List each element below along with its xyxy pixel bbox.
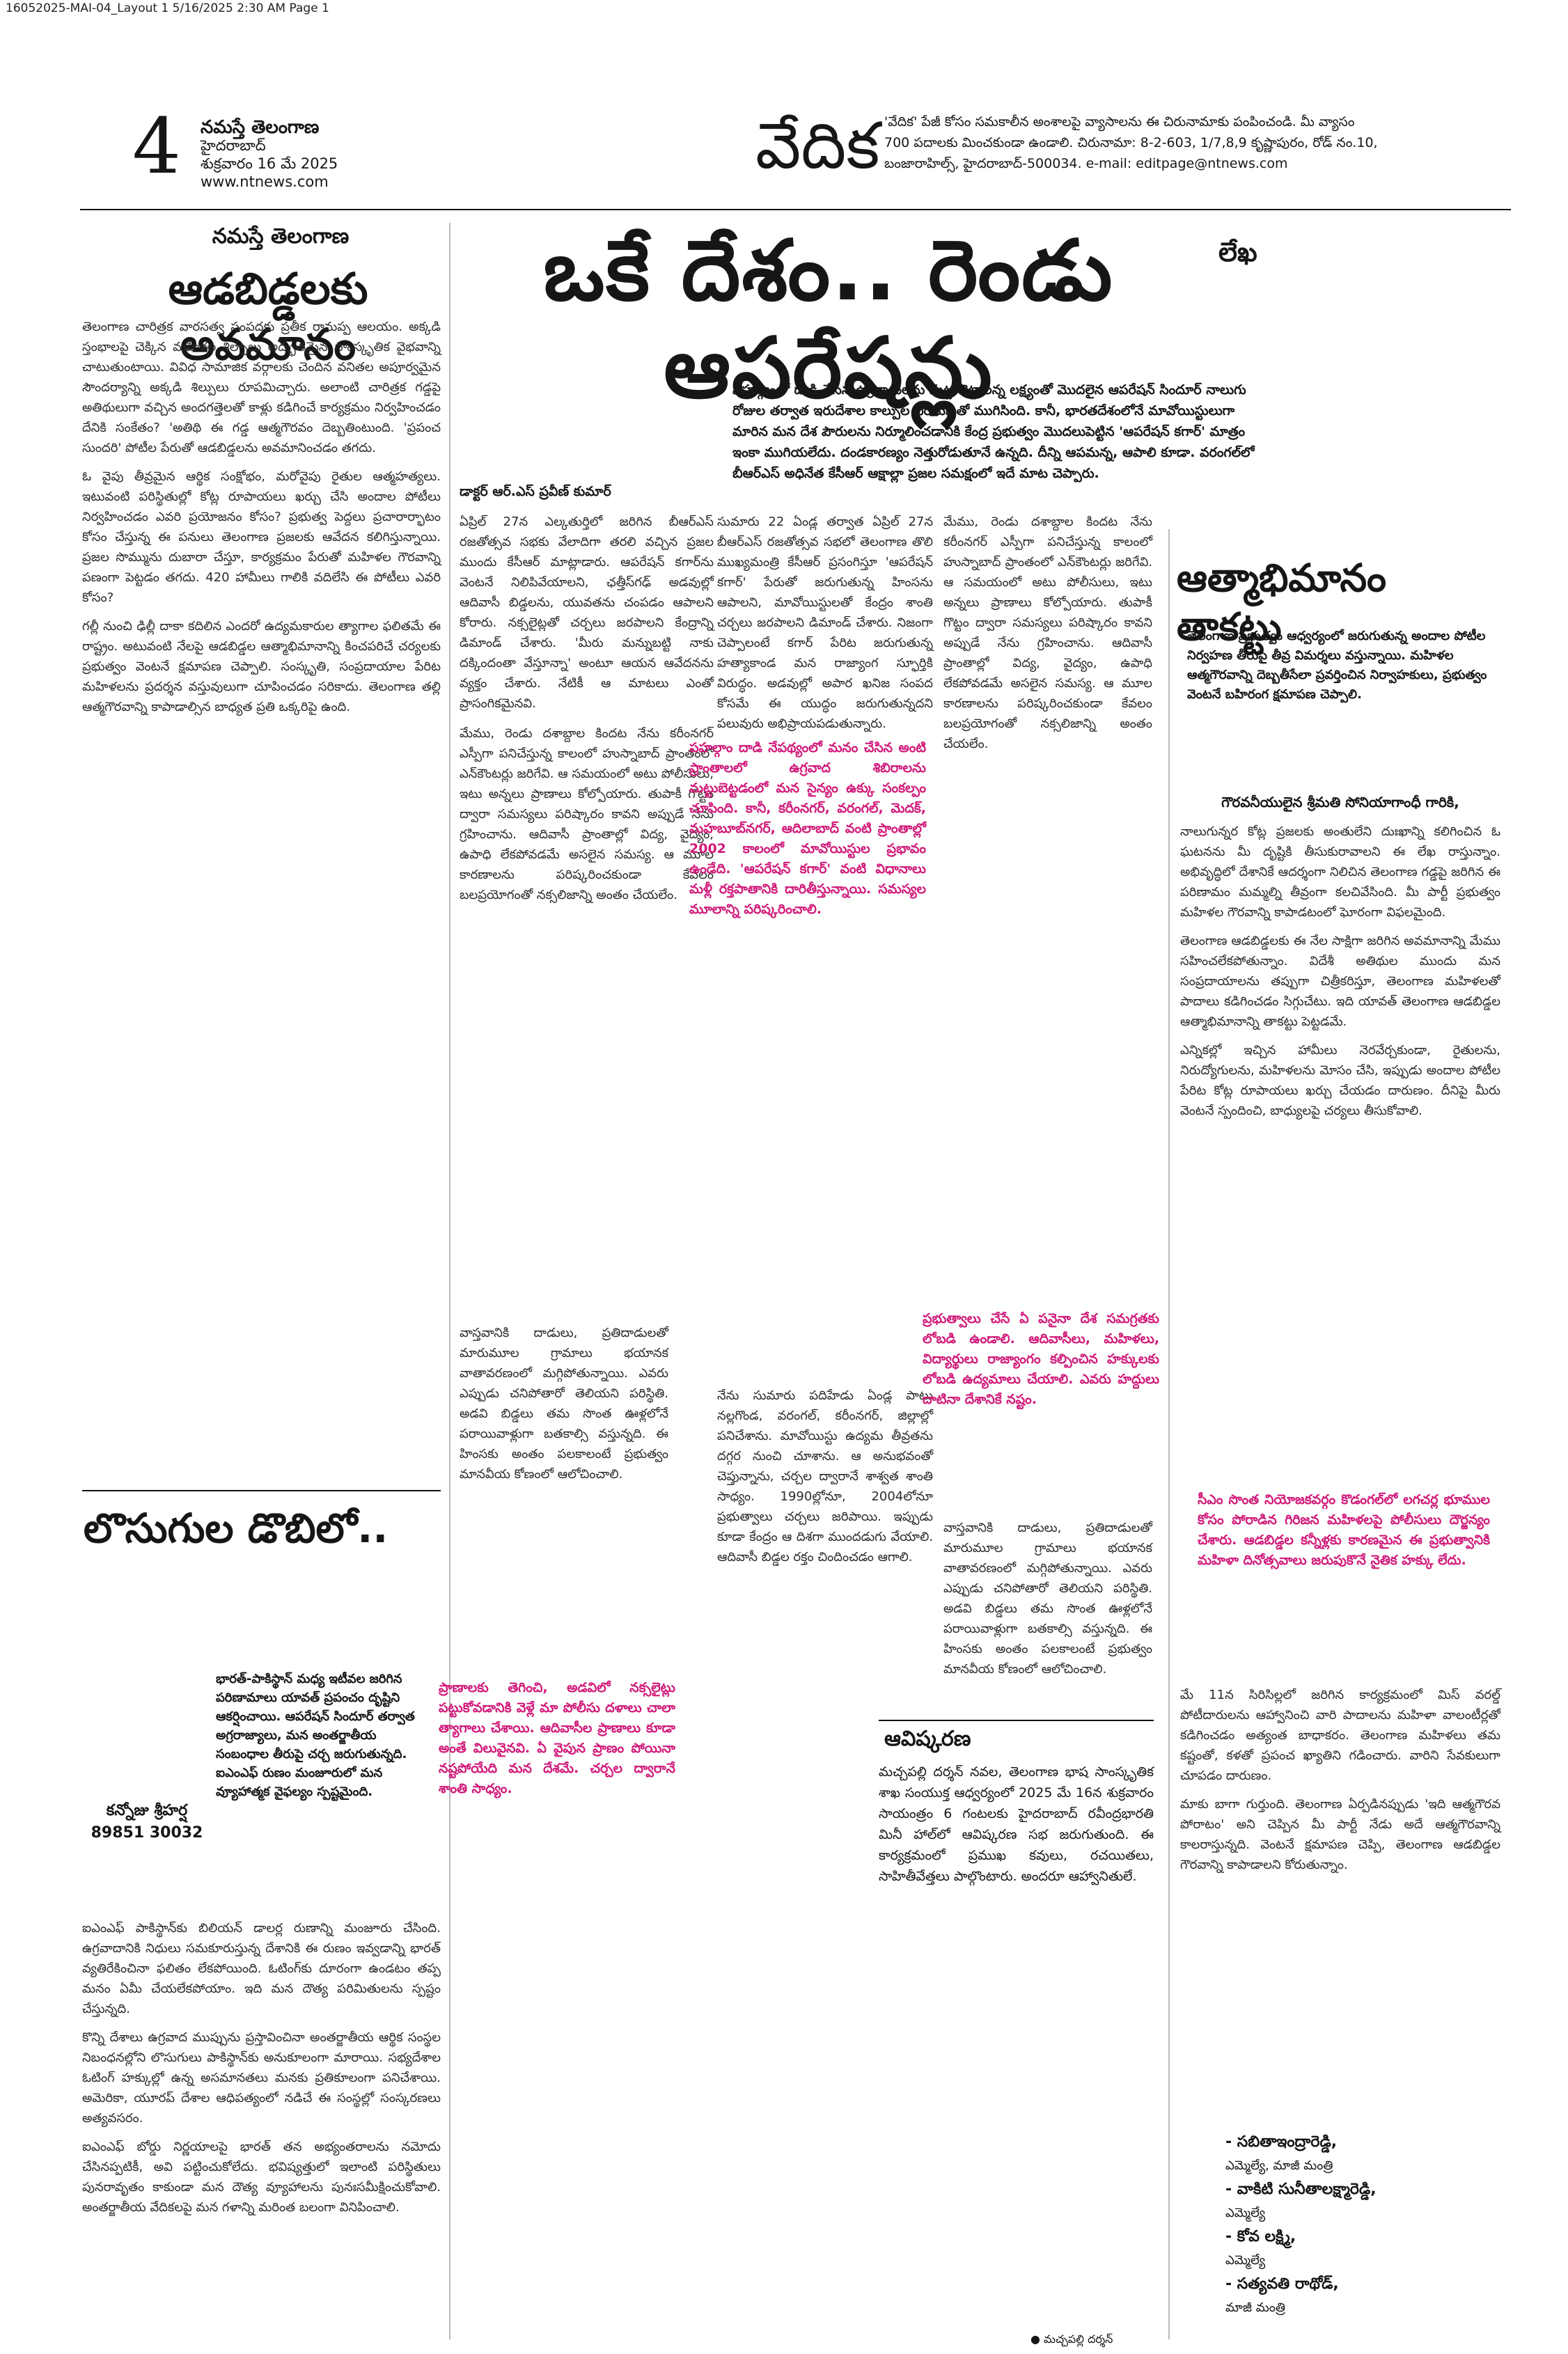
masthead-info: నమస్తే తెలంగాణ హైదరాబాద్ శుక్రవారం 16 మే… bbox=[201, 118, 338, 191]
main-paragraph: నేను సుమారు పదిహేడు ఏండ్ల పాటు నల్లగొండ,… bbox=[717, 1388, 933, 1564]
avishkarana-credit: ● మచ్చపల్లి దర్శన్ bbox=[1030, 2332, 1113, 2346]
signatory: - వాకిటి సునీతాలక్ష్మారెడ్డి, ఎమ్మెల్యే bbox=[1225, 2178, 1504, 2225]
avishkarana-rule bbox=[879, 1720, 1154, 1721]
author-phone: 89851 30032 bbox=[91, 1824, 203, 1842]
section-title: వేదిక bbox=[755, 109, 880, 183]
main-headline: ఒకే దేశం.. రెండు ఆపరేషన్లు bbox=[543, 223, 1114, 417]
article4-author: కన్నోజు శ్రీహర్ష 89851 30032 bbox=[81, 1800, 213, 1844]
article3-paragraph: మే 11న సిరిసిల్లలో జరిగిన కార్యక్రమంలో మ… bbox=[1180, 1688, 1500, 1783]
article1-paragraph: గల్లీ నుంచి ఢిల్లీ దాకా కదిలిన ఎందరో ఉద్… bbox=[82, 619, 441, 714]
signatory-name: - సబితాఇంద్రారెడ్డి, bbox=[1225, 2133, 1338, 2151]
main-byline: డాక్టర్ ఆర్.ఎస్ ప్రవీణ్ కుమార్ bbox=[460, 484, 611, 499]
article1-paragraph: ఓ వైపు తీవ్రమైన ఆర్థిక సంక్షోభం, మరోవైపు… bbox=[82, 469, 441, 605]
article1-headline: ఆడబిడ్డలకు అవమానం bbox=[168, 263, 368, 370]
signatory-title: మాజీ మంత్రి bbox=[1225, 2300, 1285, 2315]
avishkarana-title: ఆవిష్కరణ bbox=[884, 1727, 971, 1751]
column-tag: లేఖ bbox=[1218, 237, 1257, 267]
main-paragraph: వాస్తవానికి దాడులు, ప్రతిదాడులతో మారుమూల… bbox=[460, 1326, 668, 1482]
page-number: 4 bbox=[132, 102, 181, 191]
article1-body: తెలంగాణ చారిత్రక వారసత్వ సంపదకు ప్రతీక ర… bbox=[82, 317, 441, 717]
main-column-2: సుమారు 22 ఏండ్ల తర్వాత ఏప్రిల్ 27న బీఆర్… bbox=[717, 512, 933, 744]
article3-headline: ఆత్మాభిమానం తాకట్టు bbox=[1177, 556, 1387, 649]
main-paragraph: మేము, రెండు దశాబ్దాల కిందట నేను కరీంనగర్… bbox=[460, 726, 714, 902]
article4-paragraph: ఐఎంఎఫ్ బోర్డు నిర్ణయాలపై భారత్ తన అభ్యంత… bbox=[82, 2140, 441, 2215]
signatory: - సబితాఇంద్రారెడ్డి, ఎమ్మెల్యే, మాజీ మంత్… bbox=[1225, 2131, 1504, 2178]
signatory: - సత్యవతి రాథోడ్, మాజీ మంత్రి bbox=[1225, 2273, 1504, 2320]
main-paragraph: సుమారు 22 ఏండ్ల తర్వాత ఏప్రిల్ 27న బీఆర్… bbox=[717, 515, 933, 731]
article3-paragraph: తెలంగాణ ఆడబిడ్డలకు ఈ నేల సాక్షిగా జరిగిన… bbox=[1180, 934, 1500, 1029]
main-dek: పహల్గాంలో దాడి చేసిన ఉగ్రవాదులను మట్టుబె… bbox=[732, 382, 1255, 481]
signatory: - కోవ లక్ష్మి, ఎమ్మెల్యే bbox=[1225, 2225, 1504, 2273]
column-rule bbox=[1168, 529, 1170, 2339]
masthead-rule bbox=[80, 209, 1511, 210]
submission-notice: 'వేదిక' పేజీ కోసం సమకాలీన అంశాలపై వ్యాసా… bbox=[884, 111, 1511, 174]
column-rule bbox=[449, 223, 450, 2339]
main-column-2b: నేను సుమారు పదిహేడు ఏండ్ల పాటు నల్లగొండ,… bbox=[717, 1386, 933, 1567]
main-column-3: మేము, రెండు దశాబ్దాల కిందట నేను కరీంనగర్… bbox=[943, 512, 1152, 754]
signatory-name: - సత్యవతి రాథోడ్, bbox=[1225, 2275, 1339, 2293]
pull-quote-2: ప్రాణాలకు తెగించి, అడవిలో నక్సలైట్లు పట్… bbox=[439, 1680, 675, 1796]
article3-body: నాలుగున్నర కోట్ల ప్రజలకు అంతులేని దుఃఖాన… bbox=[1180, 822, 1500, 1129]
main-column-1b: వాస్తవానికి దాడులు, ప్రతిదాడులతో మారుమూల… bbox=[460, 1323, 668, 1484]
article3-dek: తెలంగాణ ప్రభుత్వం ఆధ్వర్యంలో జరుగుతున్న … bbox=[1187, 629, 1487, 702]
signatory-title: ఎమ్మెల్యే bbox=[1225, 2206, 1266, 2220]
article3-paragraph: ఎన్నికల్లో ఇచ్చిన హామీలు నెరవేర్చకుండా, … bbox=[1180, 1043, 1500, 1118]
avishkarana-text: మచ్చపల్లి దర్శన్ నవల, తెలంగాణ భాష సాంస్క… bbox=[879, 1764, 1154, 1884]
article3-pull-quote: సీఎం సొంత నియోజకవర్గం కొడంగల్‌లో లగచర్ల … bbox=[1198, 1492, 1490, 1568]
pull-quote-3: ప్రభుత్వాలు చేసే ఏ పనైనా దేశ సమగ్రతకు లో… bbox=[923, 1311, 1159, 1407]
notice-line: బంజారాహిల్స్, హైదరాబాద్-500034. e-mail: … bbox=[884, 156, 1288, 171]
paper-name: నమస్తే తెలంగాణ bbox=[201, 117, 320, 138]
article4-paragraph: కొన్ని దేశాలు ఉగ్రవాద ముప్పును ప్రస్తావి… bbox=[82, 2030, 441, 2126]
city: హైదరాబాద్ bbox=[201, 137, 266, 154]
article1-kicker: నమస్తే తెలంగాణ bbox=[212, 224, 350, 249]
date: శుక్రవారం 16 మే 2025 bbox=[201, 155, 338, 172]
signatories: - సబితాఇంద్రారెడ్డి, ఎమ్మెల్యే, మాజీ మంత్… bbox=[1225, 2131, 1504, 2320]
main-column-1: ఏప్రిల్ 27న ఎల్కతుర్తిలో జరిగిన బీఆర్‌ఎస… bbox=[460, 512, 714, 915]
article3-body-2: మే 11న సిరిసిల్లలో జరిగిన కార్యక్రమంలో మ… bbox=[1180, 1685, 1500, 1875]
article3-paragraph: నాలుగున్నర కోట్ల ప్రజలకు అంతులేని దుఃఖాన… bbox=[1180, 824, 1500, 920]
article4-headline: లొసుగుల డొబిలో.. bbox=[84, 1505, 389, 1552]
article3-paragraph: మాకు బాగా గుర్తుంది. తెలంగాణ ఏర్పడినప్పు… bbox=[1180, 1797, 1500, 1872]
signatory-title: ఎమ్మెల్యే, మాజీ మంత్రి bbox=[1225, 2158, 1333, 2173]
signatory-title: ఎమ్మెల్యే bbox=[1225, 2253, 1266, 2268]
article1-paragraph: తెలంగాణ చారిత్రక వారసత్వ సంపదకు ప్రతీక ర… bbox=[82, 320, 441, 455]
signatory-name: - కోవ లక్ష్మి, bbox=[1225, 2228, 1296, 2245]
notice-line: 700 పదాలకు మించకుండా ఉండాలి. చిరునామా: 8… bbox=[884, 135, 1378, 150]
main-paragraph: ఏప్రిల్ 27న ఎల్కతుర్తిలో జరిగిన బీఆర్‌ఎస… bbox=[460, 515, 714, 711]
signatory-name: - వాకిటి సునీతాలక్ష్మారెడ్డి, bbox=[1225, 2181, 1377, 2198]
notice-line: 'వేదిక' పేజీ కోసం సమకాలీన అంశాలపై వ్యాసా… bbox=[884, 114, 1355, 130]
pull-quote-1: పహల్గాం దాడి నేపథ్యంలో మనం చేసిన అంటి ప్… bbox=[689, 740, 926, 917]
main-paragraph: మేము, రెండు దశాబ్దాల కిందట నేను కరీంనగర్… bbox=[943, 515, 1152, 751]
article3-salutation: గౌరవనీయులైన శ్రీమతి సోనియాగాంధీ గారికి, bbox=[1221, 794, 1459, 810]
website: www.ntnews.com bbox=[201, 173, 329, 190]
main-paragraph: వాస్తవానికి దాడులు, ప్రతిదాడులతో మారుమూల… bbox=[943, 1521, 1152, 1677]
main-column-3b: వాస్తవానికి దాడులు, ప్రతిదాడులతో మారుమూల… bbox=[943, 1518, 1152, 1679]
article4-paragraph: ఐఎంఎఫ్ పాకిస్థాన్‌కు బిలియన్ డాలర్ల రుణా… bbox=[82, 1921, 441, 2016]
print-slug: 16052025-MAI-04_Layout 1 5/16/2025 2:30 … bbox=[6, 1, 329, 15]
article4-body: ఐఎంఎఫ్ పాకిస్థాన్‌కు బిలియన్ డాలర్ల రుణా… bbox=[82, 1918, 441, 2218]
author-name: కన్నోజు శ్రీహర్ష bbox=[106, 1802, 188, 1819]
left-divider bbox=[82, 1490, 441, 1491]
article4-summary: భారత్-పాకిస్థాన్ మధ్య ఇటీవల జరిగిన పరిణా… bbox=[216, 1672, 415, 1799]
